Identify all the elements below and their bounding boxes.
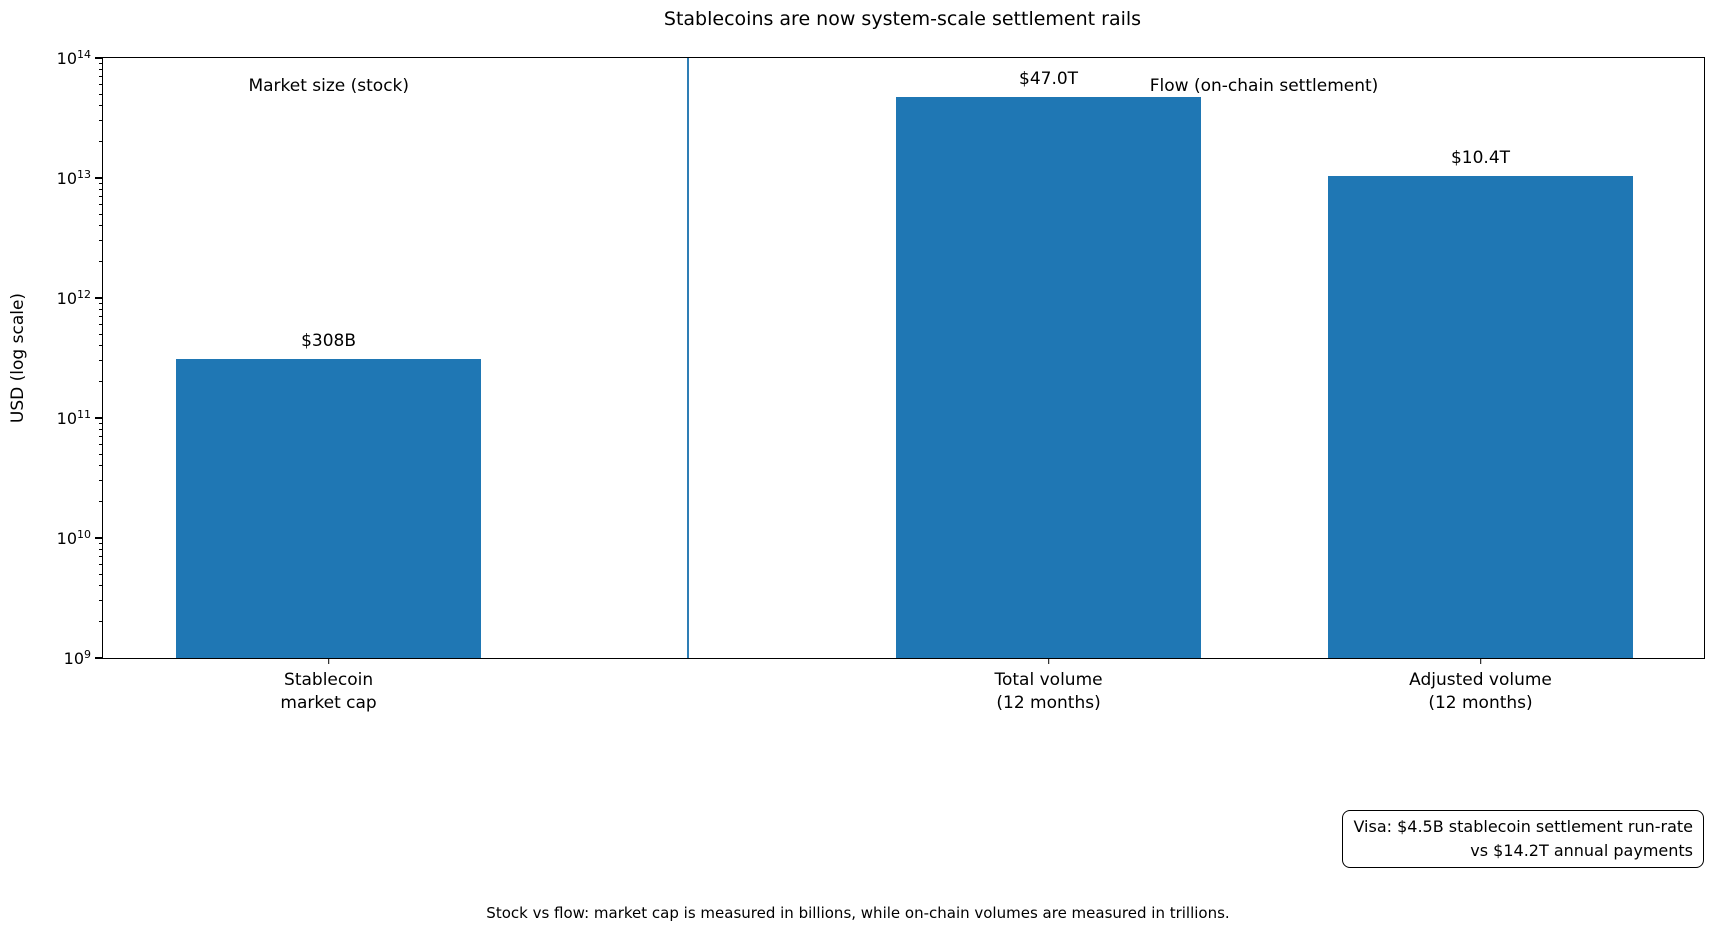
- chart-title: Stablecoins are now system-scale settlem…: [663, 8, 1142, 30]
- y-minor-tick: [98, 501, 103, 503]
- stock-flow-divider: [687, 58, 689, 658]
- y-minor-tick: [98, 324, 103, 326]
- y-major-tick: [95, 57, 103, 59]
- y-minor-tick: [98, 261, 103, 263]
- y-major-tick: [95, 537, 103, 539]
- y-minor-tick: [98, 69, 103, 71]
- x-major-tick: [1047, 658, 1050, 664]
- y-minor-tick: [98, 453, 103, 455]
- y-minor-tick: [98, 315, 103, 318]
- y-minor-tick: [98, 309, 103, 311]
- y-minor-tick: [98, 93, 103, 95]
- x-tick-label-line: market cap: [280, 692, 377, 713]
- y-minor-tick: [98, 75, 103, 78]
- y-minor-tick: [98, 105, 103, 107]
- figure-caption: Stock vs flow: market cap is measured in…: [486, 904, 1230, 922]
- x-tick-label: Total volume (12 months): [995, 669, 1103, 715]
- y-minor-tick: [98, 182, 103, 185]
- y-major-tick: [95, 297, 103, 299]
- y-minor-tick: [98, 549, 103, 551]
- annotation-box: Visa: $4.5B stablecoin settlement run-ra…: [1342, 810, 1704, 868]
- y-minor-tick: [98, 585, 103, 587]
- y-minor-tick: [98, 564, 103, 566]
- y-minor-tick: [98, 189, 103, 191]
- x-tick-label-line: (12 months): [1428, 692, 1533, 713]
- y-minor-tick: [98, 84, 103, 86]
- x-major-tick: [1479, 658, 1482, 664]
- y-minor-tick: [98, 225, 103, 227]
- x-tick-label: Stablecoin market cap: [280, 669, 376, 715]
- y-minor-tick: [98, 204, 103, 206]
- y-minor-tick: [98, 213, 103, 215]
- y-minor-tick: [98, 120, 103, 122]
- y-minor-tick: [98, 381, 103, 383]
- y-minor-tick: [98, 302, 103, 305]
- annotation-line: Visa: $4.5B stablecoin settlement run-ra…: [1353, 817, 1693, 836]
- x-tick-label: Adjusted volume (12 months): [1409, 669, 1552, 715]
- y-minor-tick: [98, 435, 103, 438]
- y-tick-label: 1011: [56, 407, 91, 429]
- x-tick-label-line: Stablecoin: [284, 670, 374, 690]
- y-tick-exponent: 9: [84, 647, 91, 661]
- y-major-tick: [95, 417, 103, 419]
- y-major-tick: [95, 657, 103, 659]
- y-tick-exponent: 11: [77, 407, 91, 421]
- y-tick-exponent: 10: [77, 527, 91, 541]
- y-minor-tick: [98, 422, 103, 425]
- y-tick-exponent: 13: [77, 167, 91, 181]
- y-minor-tick: [98, 555, 103, 558]
- bar-value-label: $308B: [301, 331, 357, 352]
- bar: [176, 359, 482, 658]
- x-major-tick: [327, 658, 330, 664]
- y-minor-tick: [98, 465, 103, 467]
- y-minor-tick: [98, 333, 103, 335]
- y-tick-exponent: 14: [77, 47, 91, 61]
- y-minor-tick: [98, 141, 103, 143]
- y-minor-tick: [98, 195, 103, 198]
- y-tick-label: 1010: [56, 527, 91, 549]
- bar-value-label: $10.4T: [1450, 147, 1511, 168]
- plot-area: 109 1010 1011 1012 1013 1014 Market size (stoc…: [57, 48, 1705, 713]
- y-minor-tick: [98, 621, 103, 623]
- section-label: Flow (on-chain settlement): [1149, 76, 1379, 96]
- y-tick-label: 1013: [56, 167, 91, 189]
- annotation-line: vs $14.2T annual payments: [1470, 841, 1693, 860]
- x-tick-label-line: (12 months): [996, 692, 1101, 713]
- y-minor-tick: [98, 62, 103, 65]
- x-tick-label-line: Total volume: [994, 670, 1103, 690]
- section-label: Market size (stock): [248, 76, 410, 96]
- bar-value-label: $47.0T: [1019, 69, 1079, 90]
- y-minor-tick: [98, 429, 103, 431]
- y-minor-tick: [98, 444, 103, 446]
- bar: [896, 97, 1202, 658]
- y-minor-tick: [98, 240, 103, 242]
- y-minor-tick: [98, 360, 103, 362]
- y-minor-tick: [98, 573, 103, 575]
- y-tick-label: 1014: [56, 47, 91, 69]
- y-minor-tick: [98, 542, 103, 545]
- y-minor-tick: [98, 600, 103, 602]
- bar: [1328, 175, 1633, 658]
- y-tick-exponent: 12: [77, 287, 91, 301]
- y-tick-label: 109: [63, 647, 91, 669]
- y-minor-tick: [98, 480, 103, 482]
- x-tick-label-line: Adjusted volume: [1409, 670, 1552, 690]
- y-tick-label: 1012: [56, 287, 91, 309]
- y-minor-tick: [98, 345, 103, 347]
- y-axis-label: USD (log scale): [8, 292, 28, 424]
- y-major-tick: [95, 177, 103, 179]
